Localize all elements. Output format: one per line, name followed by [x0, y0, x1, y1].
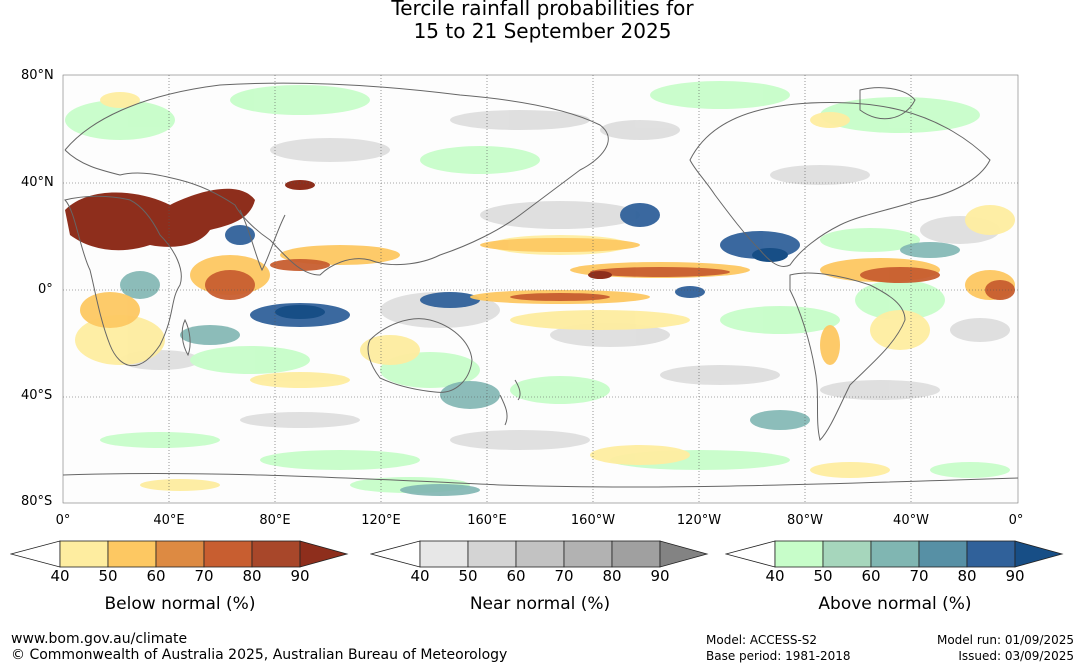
- antarctica-coast: [63, 472, 1018, 488]
- colorbar-near-bin-1: [419, 540, 469, 568]
- lon-label-160e: 160°E: [467, 513, 507, 528]
- greenland-coast: [859, 87, 916, 120]
- below-normal-darkest-areas: [65, 180, 612, 279]
- colorbar-near-bin-5: [611, 540, 661, 568]
- lon-label-160w: 160°W: [570, 513, 616, 528]
- above-normal-title: Above normal (%): [818, 594, 972, 614]
- lon-label-40e: 40°E: [153, 513, 185, 528]
- lat-label-80n: 80°N: [21, 68, 54, 83]
- near-normal-title: Near normal (%): [469, 594, 611, 614]
- lon-label-120e: 120°E: [361, 513, 401, 528]
- above-tick: 80: [957, 567, 977, 585]
- website-link[interactable]: www.bom.gov.au/climate: [11, 631, 188, 647]
- below-tick: 70: [194, 567, 214, 585]
- africa-coast: [64, 195, 182, 367]
- below-tick: 50: [98, 567, 118, 585]
- near-tick: 70: [554, 567, 574, 585]
- title-line-1: Tercile rainfall probabilities for: [391, 0, 694, 20]
- colorbar-near-bin-2: [467, 540, 517, 568]
- probability-field: [65, 81, 1015, 496]
- colorbar-above-low-arrow: [725, 540, 776, 568]
- below-tick: 80: [242, 567, 262, 585]
- colorbar-above-bin-3: [870, 540, 920, 568]
- lon-label-0-right: 0°: [1008, 513, 1024, 528]
- near-tick: 80: [602, 567, 622, 585]
- colorbar-above-high-arrow: [1014, 540, 1064, 568]
- map-title: Tercile rainfall probabilities for 15 to…: [0, 0, 1085, 43]
- colorbar-above-bin-2: [822, 540, 872, 568]
- lon-label-120w: 120°W: [676, 513, 722, 528]
- graticule: [63, 75, 1018, 503]
- colorbar-above-normal: [725, 540, 1064, 568]
- above-normal-mid-areas: [120, 242, 960, 496]
- lon-label-40w: 40°W: [893, 513, 929, 528]
- lat-label-equator: 0°: [38, 282, 53, 297]
- india-coast: [239, 209, 286, 272]
- coastlines: [63, 82, 1018, 488]
- colorbar-below-bin-1: [59, 540, 109, 568]
- near-tick: 90: [650, 567, 670, 585]
- lat-label-80s: 80°S: [21, 494, 53, 509]
- lon-label-80e: 80°E: [259, 513, 291, 528]
- below-normal-title: Below normal (%): [104, 594, 256, 614]
- near-tick: 50: [458, 567, 478, 585]
- above-tick: 40: [765, 567, 785, 585]
- colorbar-above-bin-5: [966, 540, 1016, 568]
- colorbar-near-low-arrow: [370, 540, 421, 568]
- near-tick: 60: [506, 567, 526, 585]
- near-normal-areas: [120, 110, 1010, 450]
- colorbar-near-bin-4: [563, 540, 613, 568]
- colorbar-below-bin-4: [203, 540, 253, 568]
- colorbar-below-normal: [10, 540, 349, 568]
- australia-coast: [367, 318, 473, 393]
- below-tick: 40: [50, 567, 70, 585]
- above-tick: 70: [909, 567, 929, 585]
- title-line-2: 15 to 21 September 2025: [413, 19, 672, 43]
- colorbar-above-bin-4: [918, 540, 968, 568]
- issued-date: Issued: 03/09/2025: [958, 649, 1074, 663]
- lat-label-40s: 40°S: [21, 388, 53, 403]
- colorbar-below-bin-5: [251, 540, 301, 568]
- madagascar-coast: [181, 318, 191, 357]
- above-tick: 90: [1005, 567, 1025, 585]
- lon-label-0: 0°: [55, 513, 71, 528]
- below-tick: 60: [146, 567, 166, 585]
- south-america-coast: [789, 272, 906, 441]
- base-period: Base period: 1981-2018: [706, 649, 851, 663]
- colorbar-near-bin-3: [515, 540, 565, 568]
- above-tick: 60: [861, 567, 881, 585]
- colorbar-below-bin-3: [155, 540, 205, 568]
- colorbar-above-bin-1: [774, 540, 824, 568]
- model-run-date: Model run: 01/09/2025: [936, 633, 1074, 647]
- colorbar-below-high-arrow: [299, 540, 349, 568]
- rainfall-probability-map: [62, 74, 1019, 504]
- colorbar-below-bin-2: [107, 540, 157, 568]
- eurasia-coast: [64, 82, 609, 276]
- below-normal-dark-areas: [205, 259, 1015, 301]
- colorbar-below-low-arrow: [10, 540, 61, 568]
- lat-label-40n: 40°N: [21, 175, 54, 190]
- colorbar-near-normal: [370, 540, 709, 568]
- model-name: Model: ACCESS-S2: [706, 633, 818, 647]
- new-zealand-coast: [499, 379, 521, 426]
- near-tick: 40: [410, 567, 430, 585]
- lon-label-80w: 80°W: [787, 513, 823, 528]
- north-america-coast: [689, 102, 991, 267]
- colorbar-near-high-arrow: [659, 540, 709, 568]
- below-tick: 90: [290, 567, 310, 585]
- above-tick: 50: [813, 567, 833, 585]
- copyright-notice: © Commonwealth of Australia 2025, Austra…: [11, 647, 508, 663]
